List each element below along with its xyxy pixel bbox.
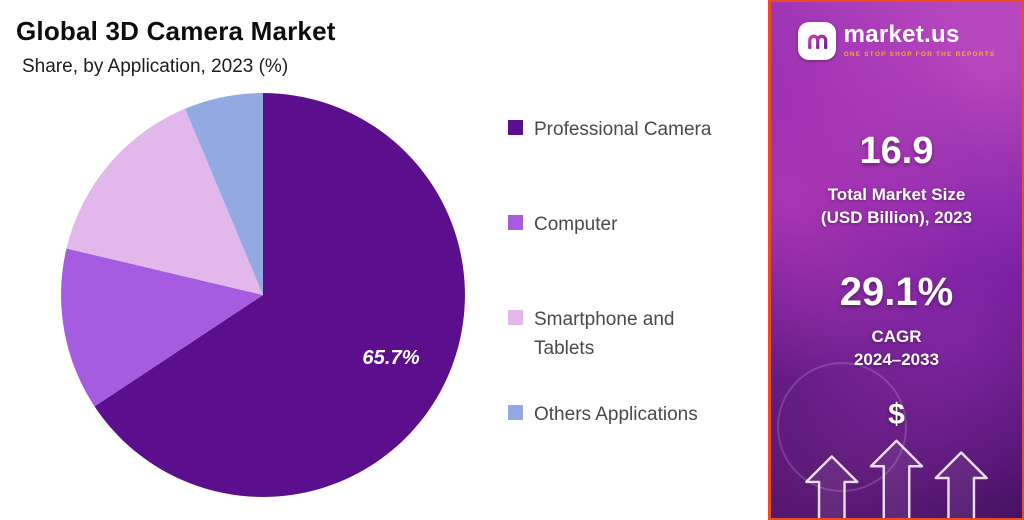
legend-item: Smartphone and Tablets [508,306,748,401]
logo-m-mark [807,34,827,50]
pie-slice-smartphone-and-tablets [66,108,264,295]
legend-item: Others Applications [508,401,748,496]
market-size-label: Total Market Size (USD Billion), 2023 [771,184,1022,230]
promo-sidebar: market.us ONE STOP SHOP FOR THE REPORTS … [768,0,1024,520]
legend-swatch [508,310,523,325]
brand-text: market.us ONE STOP SHOP FOR THE REPORTS [843,21,996,59]
chart-title: Global 3D Camera Market [16,16,336,46]
cagr-label-line2: 2024–2033 [853,349,940,369]
legend-label: Professional Camera [534,119,712,140]
market-size-label-line1: Total Market Size [827,185,966,204]
pie-slice-professional-camera [94,93,465,497]
legend-swatch [508,405,523,420]
pie-slice-computer [61,248,263,407]
chart-subtitle: Share, by Application, 2023 (%) [22,56,289,77]
cagr-label: CAGR 2024–2033 [771,326,1022,372]
legend-label: Computer [534,214,618,235]
pie-data-label: 65.7% [362,347,419,369]
cagr-label-line1: CAGR [871,327,922,346]
market-size-value: 16.9 [859,130,934,172]
legend-item: Professional Camera [508,116,748,211]
brand-logo: market.us ONE STOP SHOP FOR THE REPORTS [771,21,1022,60]
legend-swatch [508,215,523,230]
brand-tagline: ONE STOP SHOP FOR THE REPORTS [843,51,996,59]
market-size-label-line2: (USD Billion), 2023 [820,207,973,227]
legend-label: Others Applications [534,404,698,425]
cagr-value: 29.1% [839,270,954,314]
legend-label: Smartphone and Tablets [534,309,675,359]
pie-chart: 65.7% [56,88,470,502]
chart-legend: Professional Camera Computer Smartphone an… [508,116,748,496]
legend-swatch [508,120,523,135]
brand-name: market.us [843,21,960,48]
pie-slice-others-applications [185,93,263,295]
legend-item: Computer [508,211,748,306]
market-us-logo-icon [797,22,836,60]
dollar-sign-icon: $ [888,398,905,431]
chart-area: Global 3D Camera Market Share, by Applic… [16,16,748,502]
growth-arrows-icon [805,439,988,518]
pie-chart-svg: 65.7% [61,93,465,497]
